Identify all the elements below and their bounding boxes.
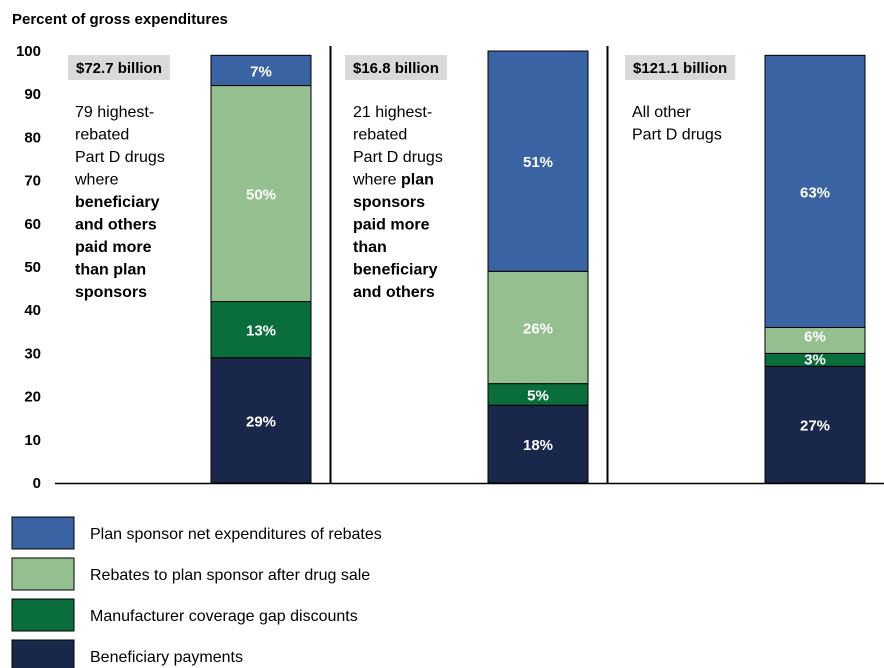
bar-segment-beneficiary (487, 404, 589, 484)
description-text: and others (353, 284, 435, 301)
bar-value-label: 5% (527, 387, 549, 404)
description-text: plan (401, 172, 434, 189)
bar-value-label: 26% (523, 320, 553, 337)
bar-value-label: 50% (246, 187, 276, 204)
description-text: Part D drugs (632, 127, 722, 144)
description-text: where (74, 172, 119, 189)
panel-description: 79 highest-rebated Part D drugs where benef… (74, 104, 165, 301)
bar-value-label: 27% (800, 418, 830, 435)
legend-label: Plan sponsor net expenditures of rebates (90, 526, 382, 543)
bar-value-label: 3% (804, 351, 826, 368)
panel-1: 29% 13% 50% 7% $72.7 billion 79 highest-rebat… (68, 54, 312, 484)
bar-value-label: 6% (804, 328, 826, 345)
description-text: rebated (353, 127, 407, 144)
legend: Plan sponsor net expenditures of rebates… (11, 516, 382, 668)
y-tick-label: 50 (24, 259, 41, 276)
bar-value-label: 13% (246, 323, 276, 340)
description-text: beneficiary (75, 194, 160, 211)
description-text: than plan (75, 262, 146, 279)
legend-label: Manufacturer coverage gap discounts (90, 608, 358, 625)
description-text: than (353, 239, 387, 256)
bar-value-label: 18% (523, 437, 553, 454)
legend-label: Beneficiary payments (90, 649, 243, 666)
bar-segment-beneficiary (210, 357, 312, 484)
y-tick-label: 80 (24, 129, 41, 146)
bar-value-label: 63% (800, 184, 830, 201)
bar-segment-rebates (487, 270, 589, 385)
y-axis-ticks: 0 10 20 30 40 50 60 70 80 90 100 (16, 43, 41, 492)
legend-label: Rebates to plan sponsor after drug sale (90, 567, 370, 584)
y-tick-label: 90 (24, 86, 41, 103)
panel-2: 18% 5% 26% 51% $16.8 billion 21 highest-rebat… (345, 50, 589, 484)
panel-description: 21 highest-rebated Part D drugs where plan… (352, 104, 443, 301)
legend-swatch (11, 516, 75, 550)
panel-amount-box (345, 55, 447, 80)
legend-swatch (11, 557, 75, 591)
y-axis-title: Percent of gross expenditures (12, 11, 228, 28)
panel-amount-box (625, 55, 736, 80)
panel-amount-box (68, 55, 170, 80)
description-text: and others (75, 217, 157, 234)
y-tick-label: 20 (24, 389, 41, 406)
description-text: sponsors (353, 194, 425, 211)
legend-item-beneficiary: Beneficiary payments (11, 639, 243, 668)
panel-amount: $16.8 billion (353, 60, 439, 77)
description-text: Part D drugs (353, 149, 443, 166)
description-text: rebated (75, 127, 129, 144)
bar-segment-plan-sponsor (210, 54, 312, 87)
bar-segment-rebates (210, 85, 312, 303)
legend-swatch (11, 639, 75, 668)
description-text: 79 highest- (75, 104, 154, 121)
bar-segment-plan-sponsor (764, 54, 866, 328)
bar-value-label: 7% (250, 63, 272, 80)
bar-value-label: 29% (246, 413, 276, 430)
y-tick-label: 0 (33, 475, 41, 492)
description-text: All other (632, 104, 691, 121)
panel-amount: $72.7 billion (76, 60, 162, 77)
legend-swatch (11, 598, 75, 632)
bar-segment-rebates (764, 326, 866, 354)
legend-item-plan-sponsor: Plan sponsor net expenditures of rebates (11, 516, 382, 550)
legend-item-manufacturer: Manufacturer coverage gap discounts (11, 598, 358, 632)
panel-description: All other Part D drugs (632, 104, 722, 144)
bar-segment-plan-sponsor (487, 50, 589, 272)
chart-panels: 29% 13% 50% 7% $72.7 billion 79 highest-rebat… (68, 50, 866, 484)
description-text: 21 highest- (353, 104, 432, 121)
legend-item-rebates: Rebates to plan sponsor after drug sale (11, 557, 370, 591)
y-tick-label: 30 (24, 345, 41, 362)
description-text: sponsors (75, 284, 147, 301)
y-tick-label: 40 (24, 302, 41, 319)
y-tick-label: 70 (24, 173, 41, 190)
bar-value-label: 51% (523, 154, 553, 171)
y-tick-label: 100 (16, 43, 41, 60)
panel-amount: $121.1 billion (633, 60, 727, 77)
description-text: paid more (353, 217, 430, 234)
panel-3: 27% 3% 6% 63% $121.1 billion All other Part D … (625, 54, 866, 484)
description-text: paid more (75, 239, 152, 256)
bar-segment-beneficiary (764, 365, 866, 484)
description-text: beneficiary (353, 262, 438, 279)
y-tick-label: 10 (24, 432, 41, 449)
description-text: Part D drugs (75, 149, 165, 166)
description-text: where (352, 172, 401, 189)
y-tick-label: 60 (24, 216, 41, 233)
